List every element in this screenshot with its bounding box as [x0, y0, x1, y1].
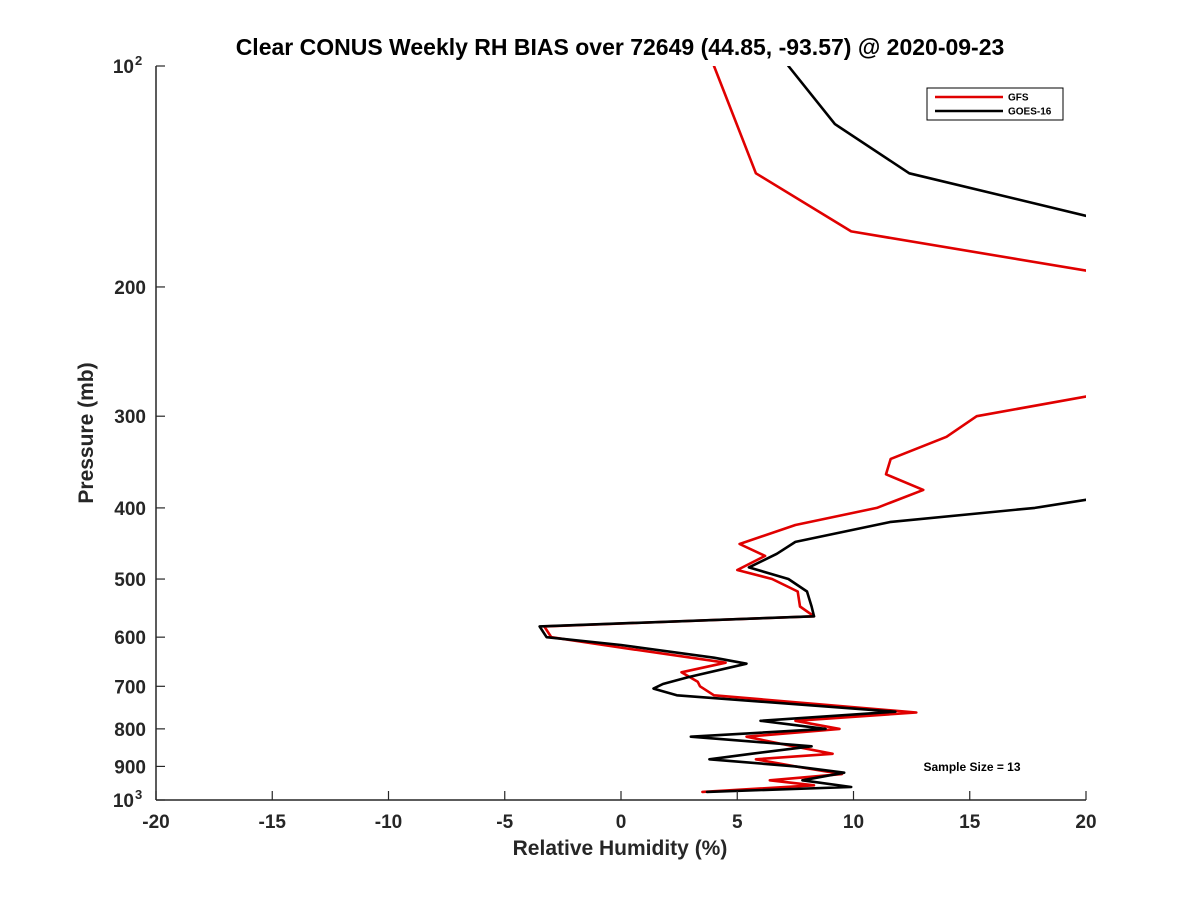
x-tick-label: -5	[496, 812, 513, 833]
x-tick-label: 5	[732, 812, 743, 833]
legend-entry: GFS	[1008, 93, 1029, 104]
y-tick-exponent: 2	[135, 53, 142, 68]
y-tick-label: 600	[114, 628, 146, 649]
y-tick-label: 700	[114, 677, 146, 698]
y-tick-label: 300	[114, 407, 146, 428]
series-lines	[538, 66, 1086, 794]
y-tick-exponent: 3	[135, 787, 142, 802]
legend-box	[926, 87, 1064, 121]
y-tick-label: 800	[114, 720, 146, 741]
chart-title: Clear CONUS Weekly RH BIAS over 72649 (4…	[236, 34, 1005, 60]
y-tick-label: 10	[113, 791, 134, 812]
series-line-gfs-0	[712, 66, 1086, 272]
y-tick-label: 10	[113, 57, 134, 78]
sample-size-annotation: Sample Size = 13	[923, 760, 1020, 774]
x-tick-label: -20	[142, 812, 169, 833]
series-line-gfs-1	[542, 395, 1086, 794]
x-axis-label: Relative Humidity (%)	[513, 837, 728, 860]
series-line-goes-16-1	[538, 498, 1086, 794]
y-axis-label: Pressure (mb)	[75, 362, 98, 503]
series-line-goes-16-0	[787, 66, 1086, 218]
y-tick-label: 900	[114, 757, 146, 778]
legend: GFS GOES-16	[926, 87, 1064, 121]
x-tick-label: 10	[843, 812, 864, 833]
y-tick-label: 200	[114, 278, 146, 299]
y-tick-label: 500	[114, 570, 146, 591]
x-tick-label: -15	[259, 812, 287, 833]
x-tick-label: 15	[959, 812, 981, 833]
legend-entry: GOES-16	[1008, 107, 1052, 118]
y-tick-label: 400	[114, 499, 146, 520]
x-tick-label: 20	[1075, 812, 1096, 833]
x-tick-label: 0	[616, 812, 627, 833]
x-tick-label: -10	[375, 812, 402, 833]
